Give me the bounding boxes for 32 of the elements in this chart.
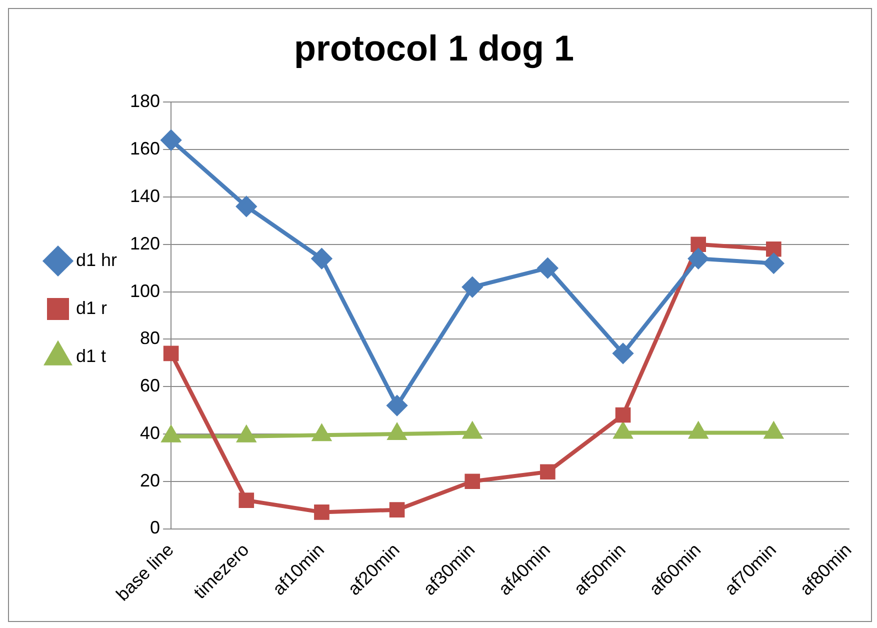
point — [540, 464, 556, 480]
y-tick-label: 20 — [140, 470, 160, 490]
point — [163, 346, 179, 362]
point — [236, 196, 256, 216]
point — [690, 236, 706, 252]
y-tick-label: 140 — [130, 186, 160, 206]
point — [312, 248, 332, 269]
chart-title: protocol 1 dog 1 — [294, 28, 574, 69]
point — [764, 253, 784, 274]
y-tick-label: 100 — [130, 280, 160, 301]
point — [538, 258, 558, 278]
y-tick-label: 120 — [130, 233, 160, 254]
point — [688, 248, 708, 269]
point — [766, 241, 782, 257]
y-tick-label: 180 — [130, 91, 160, 112]
legend-label: d1 hr — [76, 250, 118, 270]
point — [314, 504, 330, 520]
point — [387, 396, 408, 416]
point — [462, 277, 482, 298]
y-tick-label: 160 — [130, 138, 160, 159]
point — [613, 343, 634, 364]
point — [238, 492, 254, 508]
y-tick-label: 40 — [140, 422, 160, 443]
y-tick-label: 0 — [150, 518, 160, 538]
point — [615, 407, 631, 423]
y-tick-label: 60 — [140, 376, 160, 396]
point — [464, 474, 480, 490]
legend-label: d1 r — [76, 298, 108, 318]
y-tick-label: 80 — [140, 328, 160, 348]
point — [161, 130, 182, 150]
legend-label: d1 t — [76, 346, 106, 366]
point — [389, 502, 405, 518]
